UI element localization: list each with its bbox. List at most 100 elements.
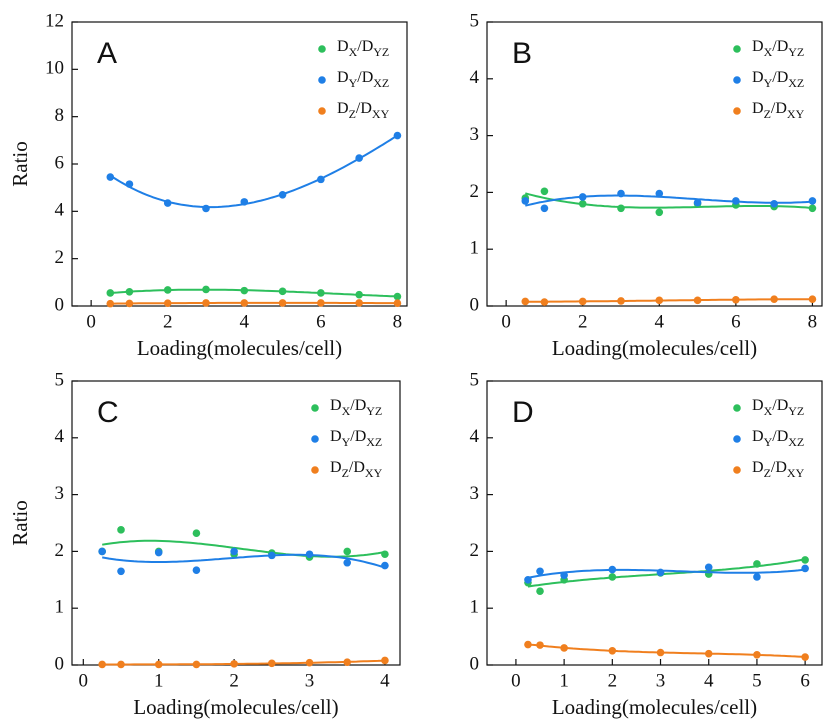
- fit-line: [527, 643, 806, 658]
- data-point: [106, 299, 115, 308]
- data-point: [240, 198, 249, 206]
- data-point: [317, 299, 325, 307]
- data-point: [202, 299, 210, 307]
- data-point: [125, 180, 134, 188]
- fit-line: [527, 568, 806, 579]
- y-tick-label: 4: [55, 426, 65, 447]
- data-point: [317, 175, 325, 184]
- legend-marker: [311, 404, 319, 412]
- data-point: [192, 566, 201, 574]
- data-point: [268, 551, 276, 560]
- data-point: [381, 550, 389, 559]
- data-point: [578, 193, 587, 201]
- data-point: [355, 154, 363, 162]
- data-point: [202, 204, 210, 213]
- data-point: [770, 199, 778, 208]
- data-point: [163, 199, 172, 207]
- data-point: [524, 640, 532, 649]
- data-point: [240, 286, 249, 295]
- data-point: [154, 660, 163, 669]
- legend-label: DZ/DXY: [337, 100, 390, 121]
- data-point: [98, 660, 106, 669]
- data-point: [536, 587, 544, 595]
- y-tick-label: 1: [470, 597, 480, 618]
- data-point: [560, 644, 568, 652]
- data-point: [305, 550, 314, 559]
- fit-line: [525, 194, 813, 207]
- data-point: [808, 204, 817, 213]
- x-axis-label: Loading(molecules/cell): [552, 695, 757, 719]
- data-point: [106, 289, 115, 297]
- y-tick-label: 4: [470, 426, 480, 447]
- data-point: [608, 565, 617, 574]
- y-tick-label: 8: [55, 105, 65, 126]
- data-point: [202, 285, 210, 294]
- data-point: [655, 189, 664, 198]
- data-point: [278, 299, 287, 307]
- panel-letter: A: [97, 37, 117, 70]
- x-axis-label: Loading(molecules/cell): [552, 336, 757, 360]
- legend-marker: [733, 404, 741, 412]
- data-point: [268, 659, 276, 668]
- plot-frame: [486, 380, 823, 666]
- y-tick-label: 2: [55, 540, 65, 561]
- fit-line: [102, 553, 386, 569]
- y-tick-label: 1: [470, 238, 480, 259]
- y-tick-label: 0: [470, 294, 480, 315]
- legend-label: DX/DYZ: [752, 38, 804, 59]
- data-point: [343, 658, 352, 666]
- data-point: [808, 295, 817, 303]
- data-point: [117, 526, 125, 534]
- x-tick-label: 3: [305, 670, 315, 691]
- y-tick-label: 4: [55, 200, 65, 221]
- y-tick-label: 10: [45, 58, 64, 79]
- legend-marker: [733, 76, 741, 84]
- data-point: [540, 204, 549, 213]
- legend-label: DZ/DXY: [330, 459, 383, 480]
- data-point: [801, 564, 809, 573]
- y-tick-label: 12: [45, 10, 64, 31]
- legend-marker: [318, 107, 326, 115]
- data-point: [656, 568, 665, 577]
- data-point: [753, 573, 761, 581]
- data-point: [801, 653, 809, 661]
- legend-label: DZ/DXY: [752, 100, 805, 121]
- y-tick-label: 4: [470, 67, 480, 88]
- data-point: [305, 658, 314, 667]
- legend-marker: [318, 45, 326, 53]
- data-point: [125, 299, 134, 308]
- legend-marker: [311, 435, 319, 443]
- y-axis-label: Ratio: [8, 141, 32, 187]
- data-point: [560, 571, 568, 580]
- data-point: [381, 656, 389, 665]
- data-point: [753, 560, 761, 568]
- panel: 0 2 4 6 8 0 2 4 6 8 10 12 Loading(molecules/cell) Rat…: [8, 10, 408, 360]
- x-tick-label: 4: [240, 311, 250, 332]
- data-point: [608, 647, 617, 655]
- panel: 0 1 2 3 4 5 6 0 1 2 3 4 5 Loading(molecules/cell) D DX/…: [470, 369, 823, 719]
- y-tick-label: 6: [55, 152, 65, 173]
- y-tick-label: 3: [470, 483, 480, 504]
- legend-label: DY/DXZ: [337, 69, 389, 90]
- x-tick-label: 6: [316, 311, 326, 332]
- data-point: [393, 299, 402, 307]
- legend-label: DX/DYZ: [752, 397, 804, 418]
- data-point: [536, 567, 544, 576]
- fit-line: [109, 134, 398, 209]
- x-tick-label: 6: [800, 670, 810, 691]
- x-tick-label: 3: [656, 670, 666, 691]
- fit-line: [102, 539, 386, 558]
- x-tick-label: 0: [86, 311, 96, 332]
- y-tick-label: 0: [55, 653, 65, 674]
- data-point: [704, 649, 713, 658]
- legend-label: DZ/DXY: [752, 459, 805, 480]
- data-point: [343, 558, 352, 567]
- data-point: [521, 297, 530, 306]
- data-point: [578, 199, 587, 208]
- legend-marker: [733, 45, 741, 53]
- data-point: [732, 197, 740, 205]
- data-point: [317, 289, 325, 297]
- legend-marker: [311, 466, 319, 474]
- legend-marker: [318, 76, 326, 84]
